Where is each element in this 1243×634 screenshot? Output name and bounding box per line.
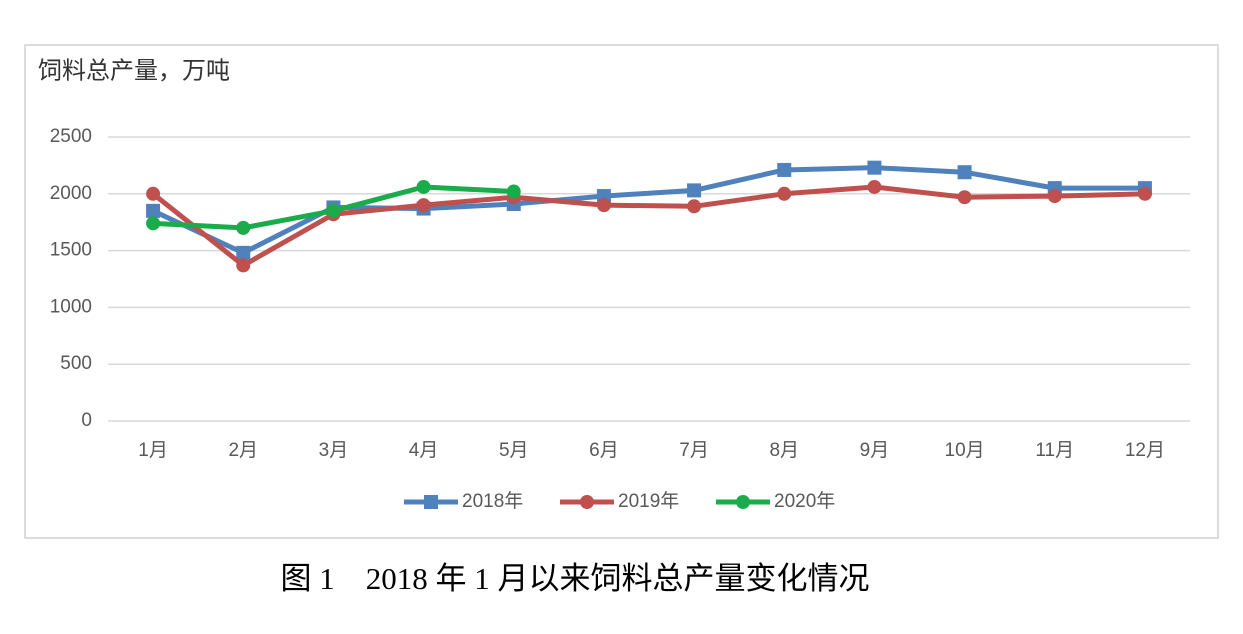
y-tick-label: 0 <box>81 410 92 431</box>
point <box>687 183 702 198</box>
point <box>957 190 972 205</box>
x-tick-label: 8月 <box>769 440 799 461</box>
point <box>416 179 431 194</box>
legend-marker <box>736 495 750 509</box>
point <box>146 186 161 201</box>
x-tick-label: 11月 <box>1035 440 1074 461</box>
point <box>867 160 882 175</box>
y-tick-label: 2500 <box>50 126 92 147</box>
point <box>1137 186 1152 201</box>
point <box>777 186 792 201</box>
caption: 图 1 2018 年 1 月以来饲料总产量变化情况 <box>281 561 870 596</box>
point <box>236 220 251 235</box>
x-tick-label: 12月 <box>1125 440 1165 461</box>
y-tick-label: 1500 <box>50 240 92 261</box>
x-tick-label: 1月 <box>138 440 168 461</box>
point <box>506 184 521 199</box>
y-tick-label: 500 <box>60 353 92 374</box>
point <box>1047 189 1062 204</box>
x-tick-label: 5月 <box>499 440 529 461</box>
legend-marker <box>580 495 594 509</box>
legend-label: 2018年 <box>462 490 523 512</box>
point <box>687 199 702 214</box>
series-line <box>151 184 1145 268</box>
point <box>867 179 882 194</box>
chart-frame <box>24 44 1219 539</box>
x-tick-label: 10月 <box>945 440 985 461</box>
x-tick-label: 7月 <box>679 440 709 461</box>
y-axis-label: 饲料总产量，万吨 <box>38 58 230 85</box>
x-tick-label: 6月 <box>589 440 619 461</box>
point <box>596 198 611 213</box>
point <box>236 245 251 260</box>
x-tick-label: 4月 <box>409 440 439 461</box>
point <box>146 216 161 231</box>
x-tick-label: 3月 <box>319 440 349 461</box>
point <box>146 203 161 218</box>
legend-marker <box>424 495 438 509</box>
point <box>236 258 251 273</box>
legend-label: 2019年 <box>618 490 679 512</box>
point <box>326 203 341 218</box>
y-tick-label: 2000 <box>50 183 92 204</box>
x-tick-label: 9月 <box>860 440 890 461</box>
x-tick-label: 2月 <box>228 440 258 461</box>
point <box>957 165 972 180</box>
point <box>777 162 792 177</box>
legend-label: 2020年 <box>774 490 835 512</box>
y-tick-label: 1000 <box>50 296 92 317</box>
point <box>416 198 431 213</box>
